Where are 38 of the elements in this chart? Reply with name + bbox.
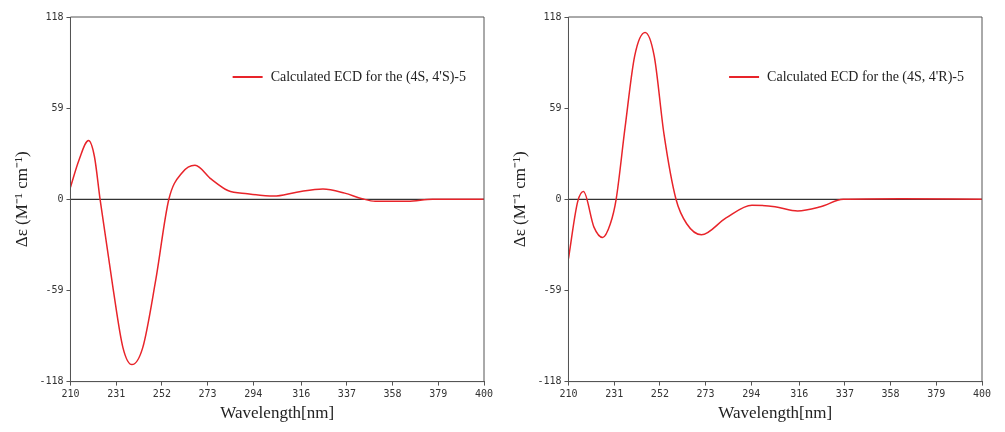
x-tick-label: 400 <box>474 388 494 400</box>
legend-label: Calculated ECD for the (4S, 4'S)-5 <box>270 68 466 85</box>
x-tick-label: 231 <box>107 388 126 400</box>
x-tick-label: 231 <box>605 388 624 400</box>
y-tick-label: 59 <box>51 101 64 113</box>
y-axis-title: Δε (M⁻¹ cm⁻¹) <box>11 151 31 248</box>
x-tick-label: 294 <box>244 388 263 400</box>
line-series <box>70 139 484 366</box>
x-tick-label: 273 <box>198 388 217 400</box>
x-axis-title: Wavelength[nm] <box>220 403 335 423</box>
legend-label: Calculated ECD for the (4S, 4'R)-5 <box>767 68 965 85</box>
y-tick-label: -118 <box>537 375 562 387</box>
x-tick-label: 358 <box>383 388 402 400</box>
y-tick-label: 118 <box>45 10 64 22</box>
y-tick-label: -59 <box>543 284 562 296</box>
x-tick-label: 316 <box>790 388 809 400</box>
y-tick-label: 118 <box>543 10 562 22</box>
x-tick-label: 210 <box>61 388 80 400</box>
x-tick-label: 379 <box>927 388 946 400</box>
y-tick-label: 59 <box>549 101 562 113</box>
x-tick-label: 337 <box>835 388 854 400</box>
x-tick-label: 252 <box>650 388 669 400</box>
x-tick-label: 210 <box>559 388 578 400</box>
y-axis-title: Δε (M⁻¹ cm⁻¹) <box>509 151 529 248</box>
y-tick-label: 0 <box>555 192 562 204</box>
x-tick-label: 273 <box>696 388 715 400</box>
y-tick-label: -118 <box>39 375 64 387</box>
y-tick-label: -59 <box>45 284 64 296</box>
x-tick-label: 400 <box>972 388 992 400</box>
x-axis-title: Wavelength[nm] <box>718 403 833 423</box>
x-tick-label: 379 <box>429 388 448 400</box>
x-tick-label: 358 <box>881 388 900 400</box>
x-tick-label: 252 <box>152 388 171 400</box>
y-tick-label: 0 <box>57 192 64 204</box>
line-series <box>568 31 982 260</box>
x-tick-label: 316 <box>292 388 311 400</box>
x-tick-label: 294 <box>742 388 761 400</box>
x-tick-label: 337 <box>337 388 356 400</box>
